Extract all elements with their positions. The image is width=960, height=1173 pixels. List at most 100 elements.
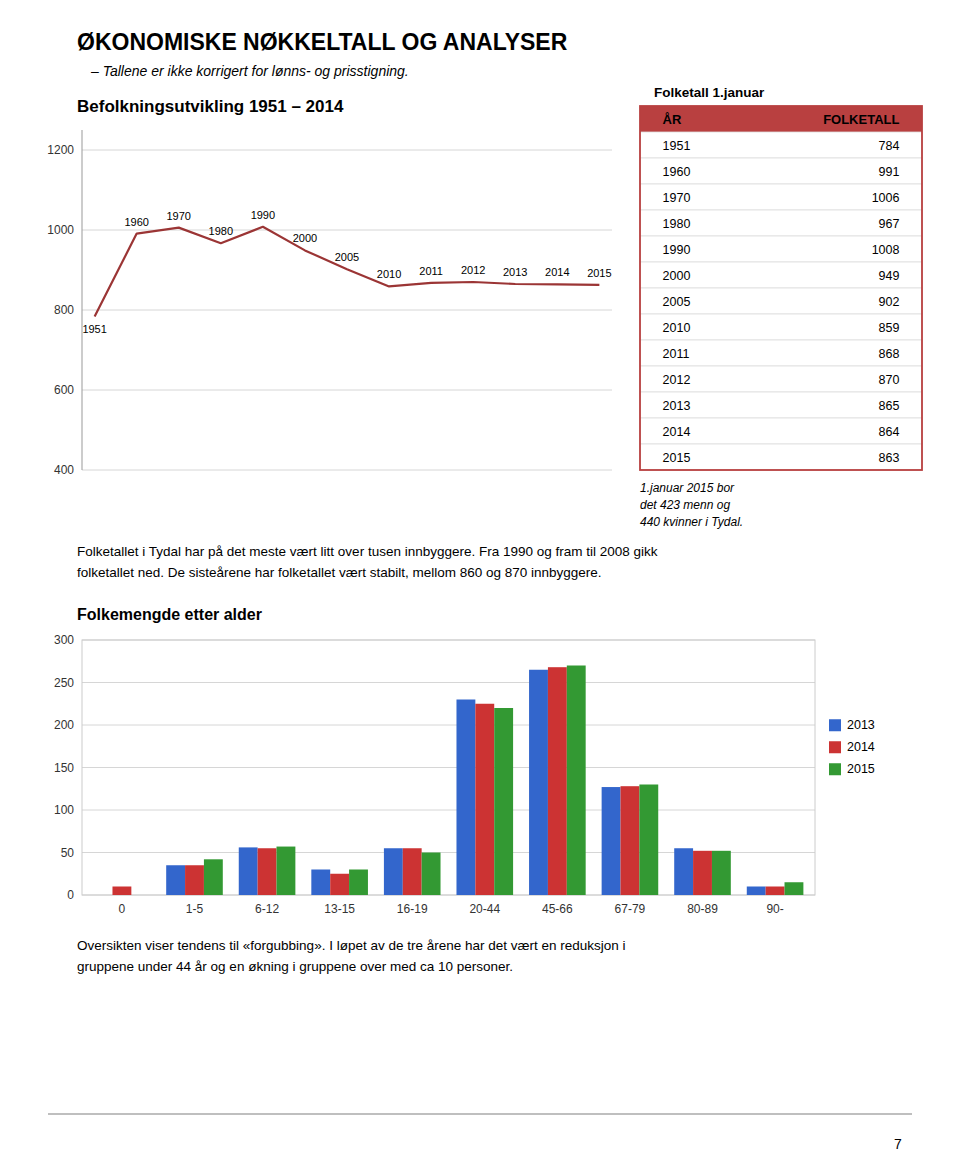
bar (785, 882, 804, 895)
grid-line (82, 150, 612, 151)
table-row (640, 262, 922, 288)
table-row (640, 132, 922, 158)
y-tick-label: 1000 (47, 223, 74, 237)
text-block: Folketallet i Tydal har på det meste vær… (77, 544, 658, 580)
y-tick-label: 50 (61, 846, 75, 860)
y-tick-label: 400 (54, 463, 74, 477)
plot-frame (82, 640, 815, 895)
x-tick-label: 45-66 (542, 902, 573, 916)
line-marks (95, 227, 600, 317)
bar (131, 895, 150, 896)
bar (166, 865, 185, 895)
table-header (640, 106, 922, 132)
bar (311, 870, 330, 896)
bar (403, 848, 422, 895)
y-tick-label: 100 (54, 803, 74, 817)
grid-line (82, 682, 815, 683)
grid-line (82, 470, 612, 471)
table-cell: 2011 (663, 347, 690, 361)
text-block: Oversikten viser tendens til «forgubbing… (77, 938, 626, 974)
x-tick-label: 13-15 (324, 902, 355, 916)
table-row (640, 418, 922, 444)
table-cell: 967 (879, 217, 900, 231)
bar (621, 786, 640, 895)
bar (185, 865, 204, 895)
x-tick-label: 20-44 (469, 902, 500, 916)
table-cell: 2005 (663, 295, 691, 309)
table: Folketall 1.januarÅRFOLKETALL19517841960… (640, 85, 922, 529)
point-label: 2011 (419, 265, 443, 277)
table-cell: 1980 (663, 217, 691, 231)
table-cell: 1006 (872, 191, 900, 205)
table-row (640, 184, 922, 210)
table-cell: 865 (879, 399, 900, 413)
point-label: 1990 (251, 209, 275, 221)
table-cell: 859 (879, 321, 900, 335)
table-cell: 991 (879, 165, 900, 179)
y-axis-line (82, 130, 83, 470)
table-border (640, 106, 922, 470)
y-tick-label: 250 (54, 676, 74, 690)
point-label: 2000 (293, 232, 317, 244)
x-tick-label: 1-5 (186, 902, 204, 916)
bar (349, 870, 368, 896)
bar (330, 874, 349, 895)
text-line: 440 kvinner i Tydal. (640, 515, 743, 529)
legend-swatch (829, 741, 841, 753)
grid-line (82, 725, 815, 726)
text-line: 1.januar 2015 bor (640, 481, 735, 495)
bar (693, 851, 712, 895)
table-note: 1.januar 2015 bordet 423 menn og440 kvin… (640, 481, 743, 529)
point-label: 2014 (545, 266, 569, 278)
bar-chart: 05010015020025030001-56-1213-1516-1920-4… (54, 633, 815, 916)
legend: 2013 2014 2015 (829, 718, 875, 776)
bar (548, 667, 567, 895)
legend-label: 2015 (847, 762, 875, 776)
x-tick-label: 67-79 (615, 902, 646, 916)
legend-label: 2014 (847, 740, 875, 754)
grid-line (82, 310, 612, 311)
table-header-text: FOLKETALL (823, 112, 899, 127)
bar (258, 848, 277, 895)
bar (204, 859, 223, 895)
table-cell: 2012 (663, 373, 691, 387)
point-label: 1980 (209, 225, 233, 237)
page-subtitle: – Tallene er ikke korrigert for lønns- o… (90, 63, 409, 79)
table-row (640, 288, 922, 314)
point-label: 2012 (461, 264, 485, 276)
y-tick-label: 300 (54, 633, 74, 647)
table-header-text: ÅR (663, 112, 682, 127)
x-tick-label: 0 (119, 902, 126, 916)
text-line: gruppene under 44 år og en økning i grup… (77, 959, 513, 974)
bar (494, 708, 513, 895)
bar (422, 853, 441, 896)
footer-rule (48, 1113, 912, 1115)
legend-label: 2013 (847, 718, 875, 732)
point-label: 2010 (377, 268, 401, 280)
table-row (640, 236, 922, 262)
bar (674, 848, 693, 895)
chart-title: Folkemengde etter alder (77, 606, 262, 623)
bar (602, 787, 621, 895)
x-tick-label: 80-89 (687, 902, 718, 916)
table-cell: 2015 (663, 451, 691, 465)
x-tick-label: 16-19 (397, 902, 428, 916)
table-cell: 1960 (663, 165, 691, 179)
page: ØKONOMISKE NØKKELTALL OG ANALYSER– Talle… (0, 0, 960, 1173)
bar (456, 700, 475, 896)
y-tick-label: 1200 (47, 143, 74, 157)
chart-title: Befolkningsutvikling 1951 – 2014 (77, 97, 344, 116)
text-line: folketallet ned. De sisteårene har folke… (77, 565, 602, 580)
bar (529, 670, 548, 895)
table-row (640, 366, 922, 392)
y-tick-label: 0 (67, 888, 74, 902)
table-cell: 1951 (663, 139, 691, 153)
grid-line (82, 810, 815, 811)
table-cell: 1970 (663, 191, 691, 205)
table-cell: 864 (879, 425, 900, 439)
page-background (0, 0, 960, 1173)
table-cell: 2013 (663, 399, 691, 413)
table-row (640, 314, 922, 340)
bar (639, 785, 658, 896)
legend-swatch (829, 763, 841, 775)
